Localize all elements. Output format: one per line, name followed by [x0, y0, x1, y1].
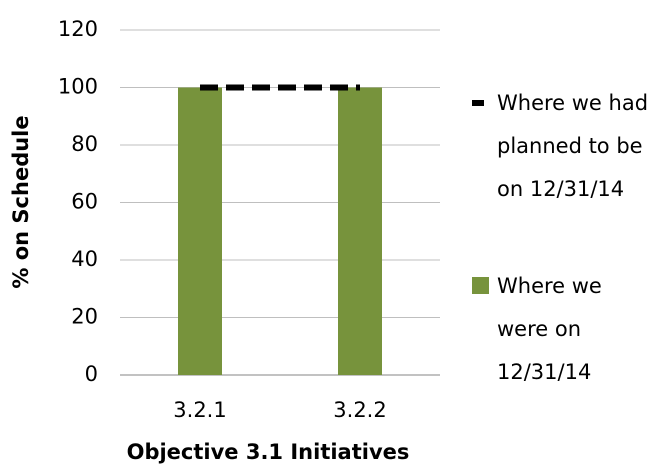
bar	[178, 87, 222, 375]
y-tick-label: 60	[71, 190, 98, 214]
y-tick-label: 0	[85, 362, 98, 386]
x-tick-label: 3.2.1	[173, 398, 226, 422]
y-tick-label: 20	[71, 305, 98, 329]
legend-label: Where we had planned to be on 12/31/14	[497, 91, 649, 201]
legend-swatch	[472, 277, 489, 294]
y-tick-label: 80	[71, 132, 98, 156]
y-tick-label: 40	[71, 247, 98, 271]
y-tick-label: 100	[58, 75, 98, 99]
bar	[338, 87, 382, 375]
y-tick-label: 120	[58, 17, 98, 41]
x-axis-label: Objective 3.1 Initiatives	[127, 440, 410, 464]
y-axis-label: % on Schedule	[9, 115, 33, 288]
legend-line-symbol	[472, 100, 484, 106]
legend-label: Where we were on 12/31/14	[497, 274, 602, 384]
x-tick-label: 3.2.2	[333, 398, 386, 422]
